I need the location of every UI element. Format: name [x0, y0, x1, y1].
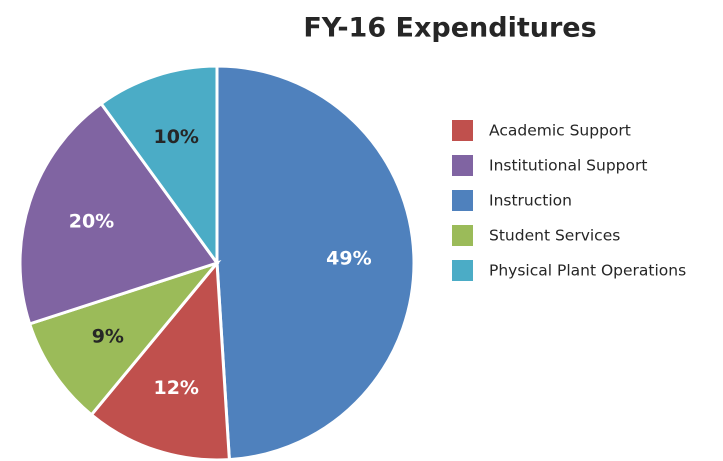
pie-slice [215, 64, 416, 461]
legend-swatch [452, 190, 473, 211]
data-label: 49% [326, 247, 371, 269]
data-label: 10% [153, 126, 198, 148]
legend-swatch [452, 225, 473, 246]
legend-swatch [452, 120, 473, 141]
pie-slice [27, 259, 222, 417]
data-label: 12% [153, 377, 198, 399]
data-label: 20% [69, 211, 114, 233]
legend-label: Physical Plant Operations [489, 262, 686, 280]
legend-swatch [452, 155, 473, 176]
pie-slice [99, 64, 219, 268]
pie-slice [89, 259, 231, 461]
pie-slice [18, 101, 220, 326]
legend-label: Student Services [489, 227, 620, 245]
legend-swatch [452, 260, 473, 281]
legend-label: Academic Support [489, 122, 631, 140]
legend-label: Institutional Support [489, 157, 647, 175]
data-label: 9% [92, 326, 124, 348]
chart-title: FY-16 Expenditures [303, 13, 596, 44]
legend-label: Instruction [489, 192, 572, 210]
